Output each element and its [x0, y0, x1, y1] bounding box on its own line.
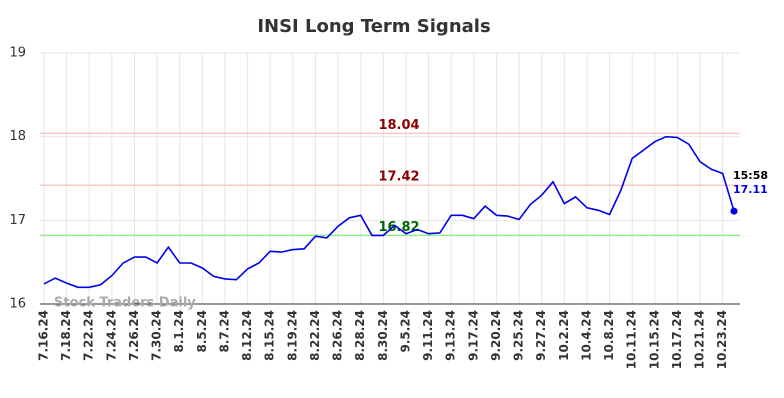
x-tick-label: 10.21.24: [693, 310, 707, 369]
y-tick-label: 19: [9, 46, 26, 61]
x-tick-label: 7.18.24: [59, 310, 73, 361]
x-tick-label: 8.30.24: [376, 310, 390, 361]
x-tick-label: 9.25.24: [512, 310, 526, 361]
y-tick-label: 17: [9, 213, 26, 228]
x-tick-label: 8.28.24: [353, 310, 367, 361]
x-tick-label: 8.22.24: [308, 310, 322, 361]
x-tick-label: 8.1.24: [172, 310, 186, 353]
x-tick-label: 8.5.24: [195, 310, 209, 353]
x-tick-label: 7.30.24: [150, 310, 164, 361]
x-tick-label: 8.15.24: [263, 310, 277, 361]
x-tick-label: 8.26.24: [331, 310, 345, 361]
last-point: [730, 207, 738, 215]
x-tick-label: 7.16.24: [37, 310, 51, 361]
x-tick-label: 10.15.24: [647, 310, 661, 369]
x-tick-label: 9.13.24: [444, 310, 458, 361]
signal-label: 17.42: [378, 170, 419, 185]
y-tick-label: 16: [9, 297, 26, 312]
x-tick-label: 9.5.24: [398, 310, 412, 353]
x-tick-label: 10.4.24: [579, 310, 593, 361]
y-tick-label: 18: [9, 129, 26, 144]
x-tick-label: 7.26.24: [127, 310, 141, 361]
x-tick-label: 10.8.24: [602, 310, 616, 361]
x-tick-label: 10.17.24: [670, 310, 684, 369]
x-tick-label: 7.24.24: [104, 310, 118, 361]
x-tick-label: 8.7.24: [217, 310, 231, 353]
chart-title: INSI Long Term Signals: [257, 16, 490, 37]
price-line: [43, 135, 735, 289]
x-tick-label: 8.19.24: [285, 310, 299, 361]
x-tick-label: 9.11.24: [421, 310, 435, 361]
last-time: 15:58: [733, 169, 768, 182]
x-tick-label: 9.27.24: [534, 310, 548, 361]
x-tick-label: 10.2.24: [557, 310, 571, 361]
signal-label: 18.04: [378, 118, 419, 133]
last-value: 17.11: [733, 183, 768, 196]
signal-label: 16.82: [378, 220, 419, 235]
x-tick-label: 9.20.24: [489, 310, 503, 361]
x-tick-label: 7.22.24: [82, 310, 96, 361]
x-tick-label: 10.23.24: [715, 310, 729, 369]
x-tick-label: 8.12.24: [240, 310, 254, 361]
x-tick-label: 10.11.24: [625, 310, 639, 369]
x-tick-label: 9.17.24: [466, 310, 480, 361]
watermark: Stock Traders Daily: [54, 296, 196, 311]
